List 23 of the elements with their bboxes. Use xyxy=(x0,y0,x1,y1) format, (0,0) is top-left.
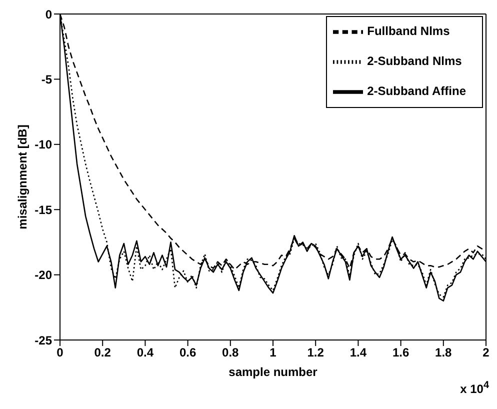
y-axis-title: misalignment [dB] xyxy=(15,124,30,230)
x-tick-label: 0.2 xyxy=(94,346,112,360)
x-tick-label: 1.4 xyxy=(350,346,367,360)
x-axis-title: sample number xyxy=(228,365,318,379)
x-tick-label: 2 xyxy=(482,346,490,360)
y-tick-label: -10 xyxy=(34,138,52,152)
y-tick-label: -20 xyxy=(34,268,52,282)
y-tick-label: -25 xyxy=(34,333,52,348)
x-tick-label: 0.4 xyxy=(136,346,154,360)
y-tick-label: 0 xyxy=(45,7,52,22)
y-tick-label: -5 xyxy=(41,72,52,86)
x-tick-label: 1.2 xyxy=(307,346,324,360)
x-tick-label: 0.8 xyxy=(222,346,240,360)
legend-label: 2-Subband Nlms xyxy=(367,54,462,68)
y-tick-label: -15 xyxy=(34,202,52,217)
text: x 10$^{4}$ xyxy=(460,380,489,396)
x-tick-label: 1.8 xyxy=(435,346,452,360)
x-tick-label: 1 xyxy=(270,346,277,360)
legend-label: 2-Subband Affine xyxy=(367,84,466,98)
x-tick-label: 0.6 xyxy=(179,346,196,360)
x-tick-label: 0 xyxy=(56,346,64,360)
x-tick-label: 1.6 xyxy=(392,346,410,360)
legend-label: Fullband Nlms xyxy=(367,24,450,38)
